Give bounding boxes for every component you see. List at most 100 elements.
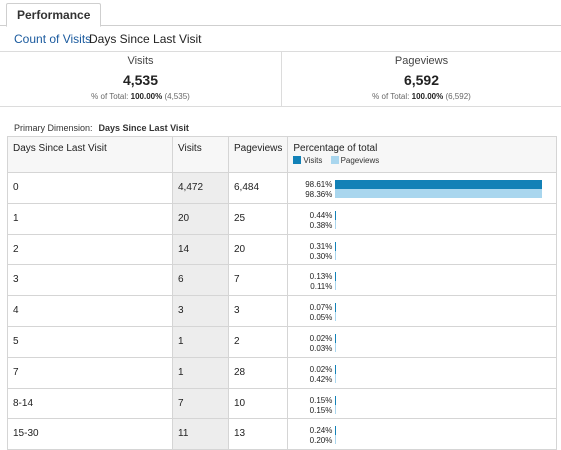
pct-bar-visits — [335, 272, 337, 282]
pct-visits-label: 0.13% — [309, 272, 333, 282]
cell-percentage-of-total: 0.02% 0.03% — [287, 325, 557, 358]
cell-pageviews: 6,484 — [227, 172, 289, 204]
pct-bar-track — [335, 210, 545, 229]
subtab-days-since-last-visit: Days Since Last Visit — [89, 32, 202, 46]
pct-labels: 0.31% 0.30% — [300, 241, 333, 262]
summary-pageviews-pct-prefix: % of Total: — [372, 92, 410, 101]
cell-percentage-of-total: 0.13% 0.11% — [287, 264, 557, 297]
cell-visits: 20 — [172, 202, 229, 235]
pct-visits-label: 0.31% — [309, 241, 333, 251]
table-row: 1 20 25 0.44% 0.38% — [7, 202, 557, 235]
subtab-count-of-visits[interactable]: Count of Visits — [14, 32, 92, 46]
pct-bar-pageviews — [335, 250, 337, 260]
pct-pageviews-label: 0.38% — [309, 220, 333, 230]
pct-labels: 0.02% 0.42% — [300, 365, 333, 385]
summary-pageviews-pct: % of Total: 100.00% (6,592) — [282, 92, 561, 101]
cell-days-since-last-visit: 8-14 — [7, 387, 173, 420]
cell-visits: 4,472 — [172, 172, 229, 204]
summary-pageviews-title: Pageviews — [394, 55, 449, 67]
table-header-row: Days Since Last Visit Visits Pageviews P… — [7, 136, 557, 173]
table-row: 7 1 28 0.02% 0.42% — [7, 356, 557, 389]
pct-visits-label: 0.44% — [309, 210, 333, 220]
pct-labels: 0.02% 0.03% — [300, 334, 333, 354]
cell-pageviews: 13 — [227, 418, 289, 450]
cell-days-since-last-visit: 1 — [7, 202, 173, 235]
pct-labels: 0.44% 0.38% — [300, 210, 333, 231]
legend-pageviews-label: Pageviews — [340, 156, 380, 165]
cell-visits: 1 — [172, 325, 229, 358]
cell-pageviews: 28 — [227, 356, 289, 389]
pct-bar-pageviews — [335, 312, 337, 322]
subtab-bar: Count of Visits Days Since Last Visit — [0, 27, 561, 51]
pct-bar-visits — [335, 180, 543, 189]
pct-bar-track — [335, 426, 545, 445]
pct-labels: 0.24% 0.20% — [300, 426, 333, 446]
table-row: 0 4,472 6,484 98.61% 98.36% — [7, 172, 557, 204]
cell-visits: 14 — [172, 233, 229, 266]
cell-visits: 11 — [172, 418, 229, 450]
cell-pageviews: 20 — [227, 233, 289, 266]
summary-visits-pct: % of Total: 100.00% (4,535) — [0, 92, 281, 101]
pct-bar-visits — [335, 395, 337, 405]
summary-visits-title: Visits — [127, 55, 154, 67]
table-row: 3 6 7 0.13% 0.11% — [7, 264, 557, 297]
pct-pageviews-label: 0.20% — [309, 436, 333, 446]
legend-visits-label: Visits — [303, 156, 323, 165]
pct-labels: 0.07% 0.05% — [300, 303, 333, 323]
pct-bar-pageviews — [335, 373, 337, 383]
pct-pageviews-label: 0.05% — [309, 313, 333, 323]
pct-visits-label: 98.61% — [305, 180, 333, 189]
cell-visits: 3 — [172, 295, 229, 327]
summary-visits-pct-bold: 100.00% — [130, 92, 163, 101]
tab-performance[interactable]: Performance — [6, 3, 102, 27]
table-row: 8-14 7 10 0.15% 0.15% — [7, 387, 557, 420]
legend: Visits Pageviews — [293, 156, 551, 165]
cell-pageviews: 3 — [227, 295, 289, 327]
summary-visits-pct-prefix: % of Total: — [91, 92, 129, 101]
pct-bar-track — [335, 364, 545, 383]
pct-bar-track — [335, 241, 545, 260]
cell-percentage-of-total: 98.61% 98.36% — [287, 172, 557, 204]
pct-bar-visits — [335, 426, 337, 436]
cell-days-since-last-visit: 4 — [7, 295, 173, 327]
cell-pageviews: 10 — [227, 387, 289, 420]
header-pageviews[interactable]: Pageviews — [227, 136, 289, 173]
legend-visits-swatch — [293, 156, 302, 164]
cell-pageviews: 25 — [227, 202, 289, 235]
cell-days-since-last-visit: 15-30 — [7, 418, 173, 450]
header-percentage-of-total: Percentage of total Visits Pageviews — [287, 136, 557, 173]
pct-bar-pageviews — [335, 189, 542, 198]
cell-percentage-of-total: 0.15% 0.15% — [287, 387, 557, 420]
cell-days-since-last-visit: 5 — [7, 325, 173, 358]
table-row: 2 14 20 0.31% 0.30% — [7, 233, 557, 266]
pct-bar-visits — [335, 364, 337, 374]
table-row: 15-30 11 13 0.24% 0.20% — [7, 418, 557, 450]
summary-pageviews-value: 6,592 — [403, 72, 440, 88]
cell-days-since-last-visit: 2 — [7, 233, 173, 266]
pct-pageviews-label: 0.42% — [309, 374, 333, 384]
pct-pageviews-label: 98.36% — [305, 190, 333, 199]
summary-panel: Visits 4,535 % of Total: 100.00% (4,535)… — [0, 51, 561, 107]
summary-pageviews: Pageviews 6,592 % of Total: 100.00% (6,5… — [282, 52, 561, 106]
pct-labels: 98.61% 98.36% — [300, 180, 332, 200]
header-days-since-last-visit[interactable]: Days Since Last Visit — [7, 136, 173, 173]
pct-bar-visits — [335, 210, 337, 220]
header-visits[interactable]: Visits — [172, 136, 229, 173]
pct-bar-track — [335, 303, 545, 322]
cell-days-since-last-visit: 7 — [7, 356, 173, 389]
summary-visits: Visits 4,535 % of Total: 100.00% (4,535) — [0, 52, 282, 106]
header-percentage-label: Percentage of total — [293, 143, 378, 154]
cell-visits: 1 — [172, 356, 229, 389]
pct-pageviews-label: 0.03% — [309, 343, 333, 353]
cell-percentage-of-total: 0.07% 0.05% — [287, 295, 557, 327]
pct-visits-label: 0.07% — [309, 303, 333, 313]
cell-days-since-last-visit: 3 — [7, 264, 173, 297]
summary-pageviews-pct-total: (6,592) — [445, 92, 471, 101]
pct-bar-pageviews — [335, 342, 337, 352]
pct-pageviews-label: 0.30% — [309, 251, 333, 261]
pct-bar-track — [335, 333, 545, 352]
pct-bar-visits — [335, 333, 337, 343]
pct-labels: 0.13% 0.11% — [300, 272, 333, 292]
primary-dimension-value[interactable]: Days Since Last Visit — [98, 123, 189, 133]
pct-bar-pageviews — [335, 404, 337, 414]
